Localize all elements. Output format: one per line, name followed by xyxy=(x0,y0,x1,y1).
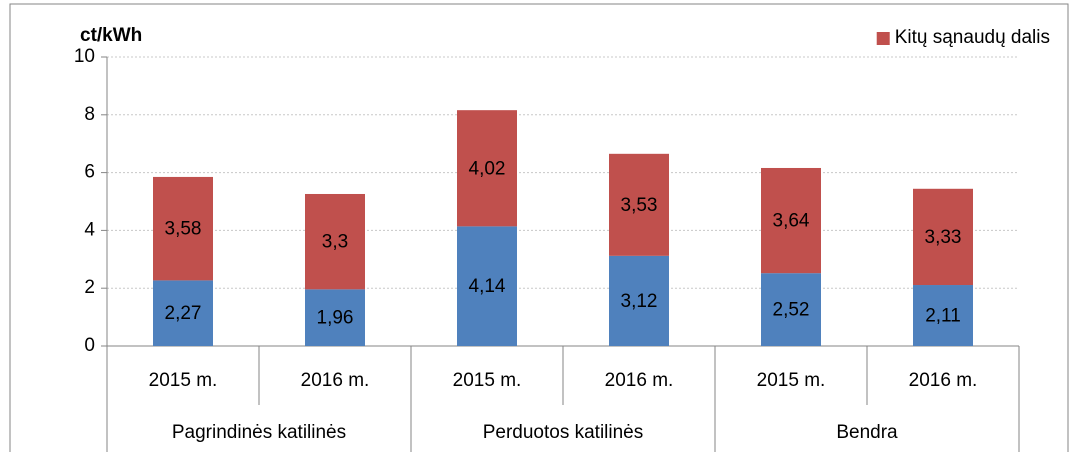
y-tick-label: 4 xyxy=(84,219,95,240)
data-label: 3,64 xyxy=(773,211,810,232)
data-label: 3,12 xyxy=(621,291,658,312)
legend-swatch xyxy=(876,32,890,45)
data-label: 3,58 xyxy=(165,219,202,240)
bar-segment xyxy=(153,280,213,346)
x-tick-label: 2016 m. xyxy=(605,370,674,391)
bar-segment xyxy=(761,273,821,346)
x-tick-label: 2015 m. xyxy=(757,370,826,391)
group-label: Perduotos katilinės xyxy=(483,422,644,443)
data-label: 1,96 xyxy=(317,308,354,329)
y-tick-label: 8 xyxy=(84,104,95,125)
group-label: Bendra xyxy=(836,422,898,443)
data-label: 2,11 xyxy=(925,306,961,327)
bar-segment xyxy=(761,167,821,274)
bar-segment xyxy=(457,226,517,346)
x-tick-label: 2016 m. xyxy=(909,370,978,391)
data-label: 2,27 xyxy=(165,303,202,324)
group-label: Pagrindinės katilinės xyxy=(172,422,346,443)
bar-segment xyxy=(913,188,973,286)
y-axis-label: ct/kWh xyxy=(80,25,142,46)
y-tick-label: 2 xyxy=(84,277,95,298)
data-label: 2,52 xyxy=(773,300,810,321)
data-label: 3,3 xyxy=(322,232,348,253)
y-tick-label: 6 xyxy=(84,162,95,183)
x-tick-label: 2016 m. xyxy=(301,370,370,391)
bar-segment xyxy=(305,193,365,290)
bar-segment xyxy=(609,153,669,256)
bar-segment xyxy=(457,110,517,227)
y-tick-label: 10 xyxy=(74,46,95,67)
data-label: 4,14 xyxy=(469,276,506,297)
bar-segment xyxy=(153,176,213,281)
bar-segment xyxy=(609,255,669,346)
x-tick-label: 2015 m. xyxy=(453,370,522,391)
data-label: 3,33 xyxy=(925,227,962,248)
x-tick-label: 2015 m. xyxy=(149,370,218,391)
legend-label: Kitų sąnaudų dalis xyxy=(895,27,1050,48)
bar-segment xyxy=(913,285,973,346)
bar-segment xyxy=(305,289,365,346)
data-label: 3,53 xyxy=(621,195,658,216)
data-label: 4,02 xyxy=(469,158,506,179)
y-tick-label: 0 xyxy=(84,335,95,356)
